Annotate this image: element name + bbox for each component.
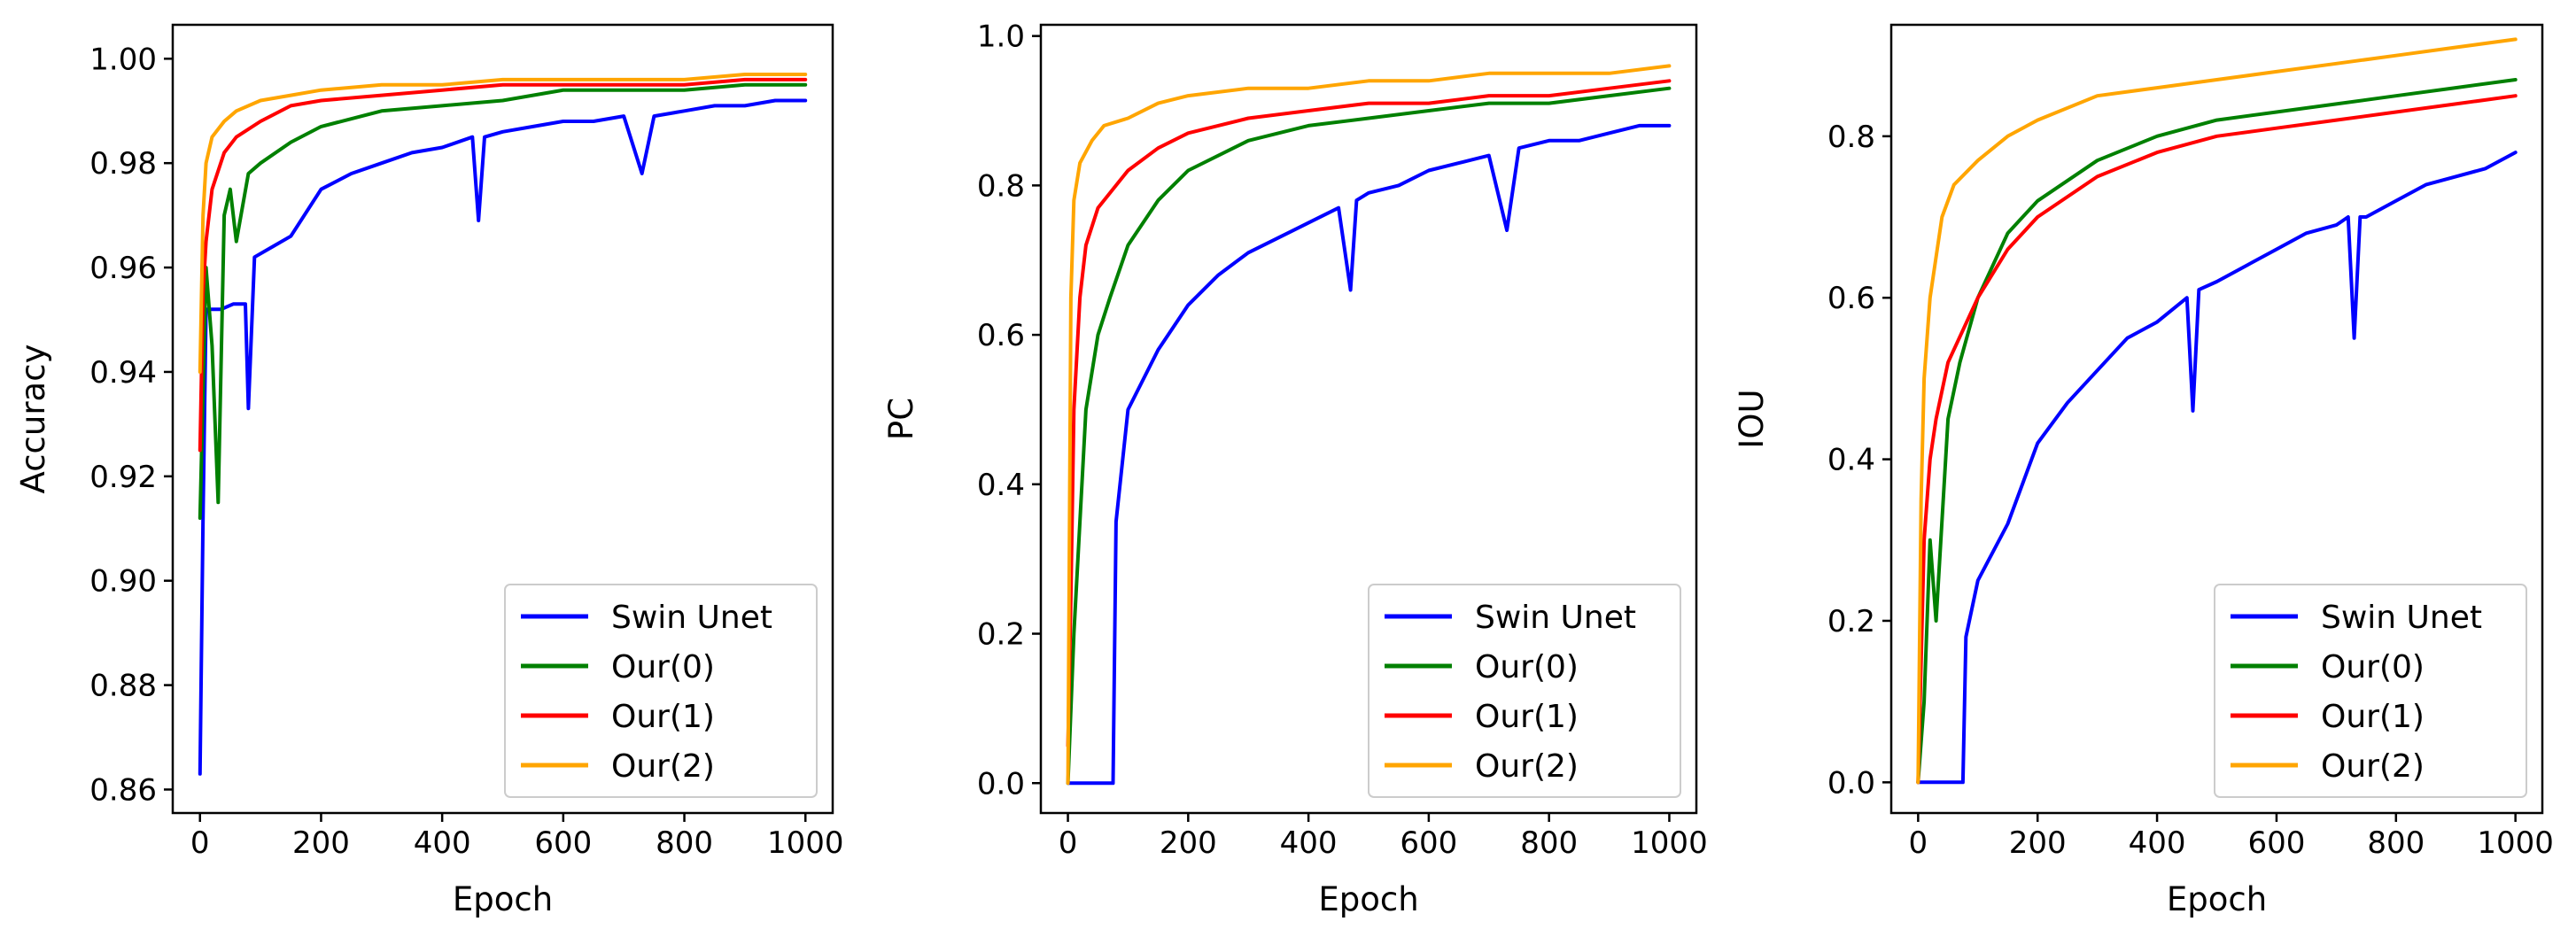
iou-x-tick-label: 800	[2367, 825, 2425, 861]
pc-legend-box	[1368, 584, 1681, 798]
accuracy-y-tick-label: 0.92	[89, 460, 157, 495]
iou-legend-label-0: Swin Unet	[2321, 600, 2482, 636]
pc-legend-label-3: Our(2)	[1475, 748, 1579, 785]
pc-legend-label-0: Swin Unet	[1475, 600, 1636, 636]
accuracy-x-tick-label: 800	[656, 825, 713, 861]
iou-x-tick-label: 200	[2009, 825, 2067, 861]
pc-x-tick-label: 400	[1280, 825, 1338, 861]
pc-series-line-1	[1066, 86, 1672, 786]
accuracy-legend-label-1: Our(0)	[611, 649, 715, 685]
accuracy-legend-label-2: Our(1)	[611, 699, 715, 735]
accuracy-y-tick-label: 1.00	[89, 42, 157, 77]
iou-x-tick-label: 0	[1909, 825, 1928, 861]
iou-y-tick-label: 0.8	[1827, 120, 1875, 155]
pc-legend-label-1: Our(0)	[1475, 649, 1579, 685]
pc-legend: Swin Unet Our(0) Our(1) Our(2)	[1368, 584, 1681, 798]
accuracy-series-line-1	[198, 82, 808, 520]
accuracy-series-line-3	[198, 73, 808, 374]
pc-x-tick-label: 200	[1160, 825, 1217, 861]
pc-legend-label-2: Our(1)	[1475, 699, 1579, 735]
pc-x-tick-label: 600	[1400, 825, 1457, 861]
iou-series-line-0	[1916, 151, 2518, 785]
iou-x-tick-label: 1000	[2477, 825, 2554, 861]
accuracy-x-axis-label: Epoch	[453, 880, 553, 918]
pc-x-axis-label: Epoch	[1318, 880, 1418, 918]
accuracy-series-line-0	[198, 98, 808, 776]
iou-legend-label-2: Our(1)	[2321, 699, 2425, 735]
iou-plot-frame	[1889, 23, 2544, 815]
pc-x-tick-label: 1000	[1631, 825, 1708, 861]
accuracy-x-tick-label: 400	[414, 825, 471, 861]
accuracy-x-tick-label: 200	[292, 825, 350, 861]
pc-series-line-0	[1066, 123, 1672, 786]
iou-x-tick-label: 400	[2129, 825, 2186, 861]
iou-series-line-1	[1916, 78, 2518, 785]
iou-series-line-3	[1916, 37, 2518, 785]
pc-series-line-2	[1066, 79, 1672, 748]
pc-y-tick-label: 0.8	[977, 168, 1025, 204]
iou-x-axis-label: Epoch	[2167, 880, 2267, 918]
accuracy-legend-label-3: Our(2)	[611, 748, 715, 785]
accuracy-y-axis-label: Accuracy	[14, 345, 52, 494]
iou-y-tick-label: 0.4	[1827, 443, 1875, 478]
pc-y-tick-label: 1.0	[977, 19, 1025, 55]
iou-y-tick-label: 0.2	[1827, 604, 1875, 639]
iou-x-tick-label: 600	[2247, 825, 2305, 861]
accuracy-y-tick-label: 0.96	[89, 251, 157, 286]
accuracy-x-tick-label: 1000	[767, 825, 844, 861]
accuracy-legend: Swin Unet Our(0) Our(1) Our(2)	[504, 584, 818, 798]
accuracy-legend-label-0: Swin Unet	[611, 600, 772, 636]
iou-legend: Swin Unet Our(0) Our(1) Our(2)	[2214, 584, 2527, 798]
accuracy-y-tick-label: 0.88	[89, 669, 157, 704]
pc-plot-frame	[1039, 23, 1698, 815]
iou-y-tick-label: 0.0	[1827, 765, 1875, 801]
iou-chart: 0 200 400 600 800 1000 0.0 0.2 0.4 0.6 0.8 Epoch IOU…	[1733, 23, 2554, 918]
pc-y-tick-label: 0.0	[977, 766, 1025, 801]
pc-x-tick-label: 0	[1059, 825, 1078, 861]
pc-y-axis-label: PC	[882, 398, 920, 440]
iou-y-tick-label: 0.6	[1827, 281, 1875, 316]
pc-series-line-3	[1066, 64, 1672, 786]
accuracy-x-tick-label: 0	[190, 825, 210, 861]
iou-legend-box	[2214, 584, 2527, 798]
iou-series-line-2	[1916, 94, 2518, 785]
accuracy-plot-frame	[171, 23, 834, 815]
accuracy-y-tick-label: 0.86	[89, 772, 157, 808]
accuracy-y-tick-label: 0.94	[89, 355, 157, 391]
pc-y-tick-label: 0.4	[977, 468, 1025, 503]
pc-x-tick-label: 800	[1520, 825, 1578, 861]
iou-legend-label-3: Our(2)	[2321, 748, 2425, 785]
pc-y-tick-label: 0.6	[977, 318, 1025, 353]
iou-legend-label-1: Our(0)	[2321, 649, 2425, 685]
accuracy-series-line-2	[198, 77, 808, 453]
pc-chart: 0 200 400 600 800 1000 0.0 0.2 0.4 0.6 0.8 1.0 Epoch…	[882, 19, 1708, 918]
accuracy-legend-box	[504, 584, 818, 798]
pc-y-tick-label: 0.2	[977, 617, 1025, 653]
accuracy-y-tick-label: 0.98	[89, 146, 157, 182]
accuracy-x-tick-label: 600	[534, 825, 592, 861]
iou-y-axis-label: IOU	[1733, 389, 1771, 448]
accuracy-y-tick-label: 0.90	[89, 564, 157, 600]
accuracy-chart: 0 200 400 600 800 1000 0.86 0.88 0.90 0.92 0.94 0.9…	[14, 23, 844, 918]
